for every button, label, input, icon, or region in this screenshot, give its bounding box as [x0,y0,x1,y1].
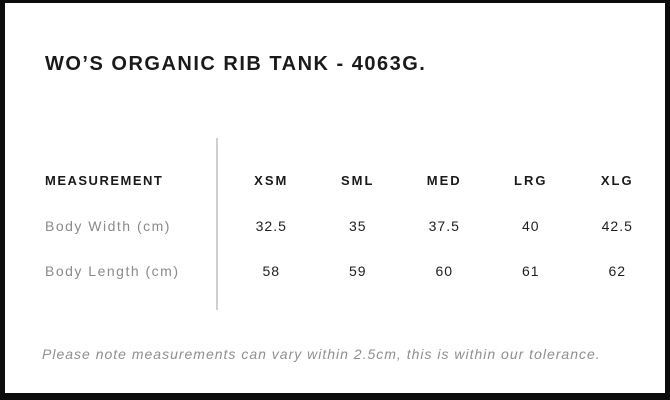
body-length-lrg: 61 [521,262,540,279]
measurement-column-header: MEASUREMENT [45,173,164,188]
row-label-body-length: Body Length (cm) [45,262,180,279]
body-width-sml: 35 [348,217,367,234]
size-header-med: MED [426,173,462,188]
tolerance-note: Please note measurements can vary within… [42,346,601,362]
body-length-xsm: 58 [262,262,281,279]
size-header-lrg: LRG [514,173,548,188]
size-header-sml: SML [341,173,375,188]
body-length-xlg: 62 [608,262,627,279]
table-column-divider [216,138,218,310]
body-width-xsm: 32.5 [255,217,287,234]
body-length-sml: 59 [348,262,367,279]
body-width-med: 37.5 [428,217,460,234]
body-width-lrg: 40 [521,217,540,234]
body-width-xlg: 42.5 [601,217,633,234]
page-title: WO’S ORGANIC RIB TANK - 4063G. [45,53,427,75]
size-table: MEASUREMENT XSM SML MED LRG XLG Body Wid… [45,158,661,293]
row-label-body-width: Body Width (cm) [45,217,171,234]
body-length-med: 60 [435,262,454,279]
size-header-xsm: XSM [254,173,289,188]
size-header-xlg: XLG [600,173,634,188]
